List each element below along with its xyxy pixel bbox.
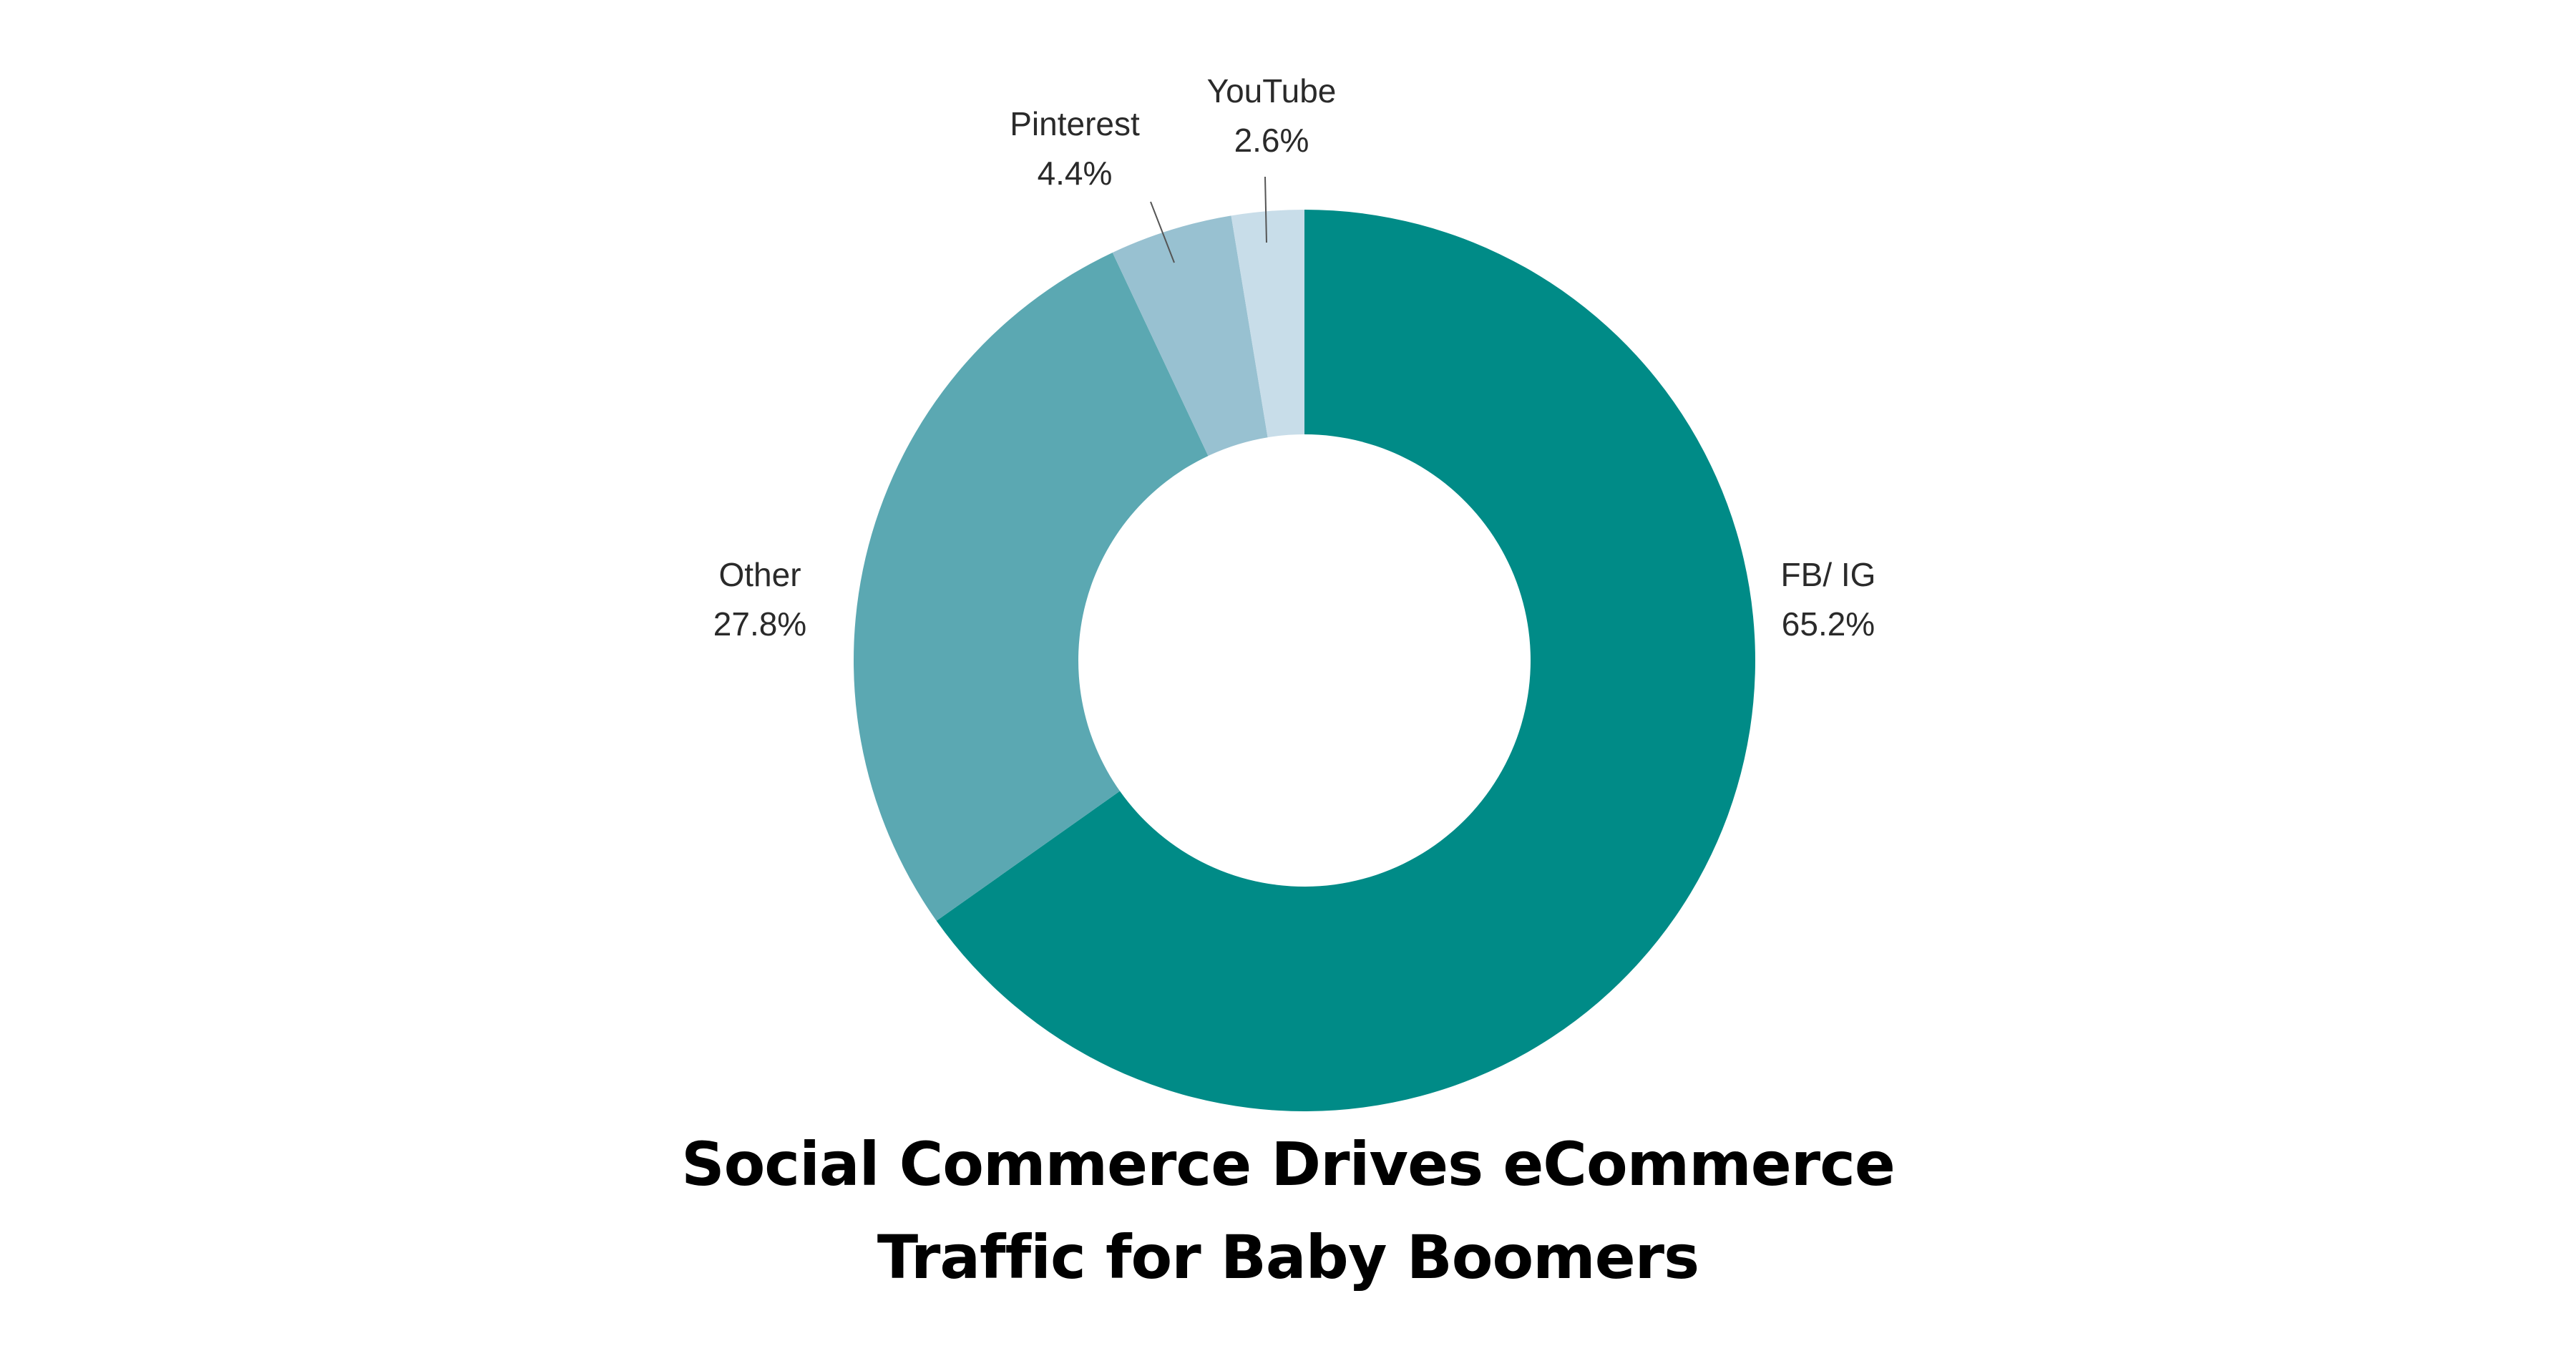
label-other-value: 27.8%: [713, 605, 806, 643]
slice-fbig: [936, 210, 1755, 1111]
chart-title-line-2: Traffic for Baby Boomers: [877, 1222, 1699, 1292]
label-fbig-name: FB/ IG: [1781, 556, 1876, 593]
label-pinterest-value: 4.4%: [1038, 155, 1113, 192]
label-youtube-value: 2.6%: [1234, 122, 1309, 159]
label-fbig-value: 65.2%: [1782, 605, 1875, 643]
label-other-name: Other: [718, 556, 801, 593]
pinterest-leader-line: [1150, 201, 1175, 263]
label-pinterest-name: Pinterest: [1010, 105, 1140, 142]
slice-other: [854, 252, 1209, 921]
label-youtube-name: YouTube: [1207, 72, 1337, 109]
youtube-leader-line: [1264, 176, 1267, 243]
slice-youtube: [1231, 210, 1304, 438]
chart-title-line-1: Social Commerce Drives eCommerce: [681, 1129, 1896, 1199]
slice-pinterest: [1112, 215, 1268, 457]
